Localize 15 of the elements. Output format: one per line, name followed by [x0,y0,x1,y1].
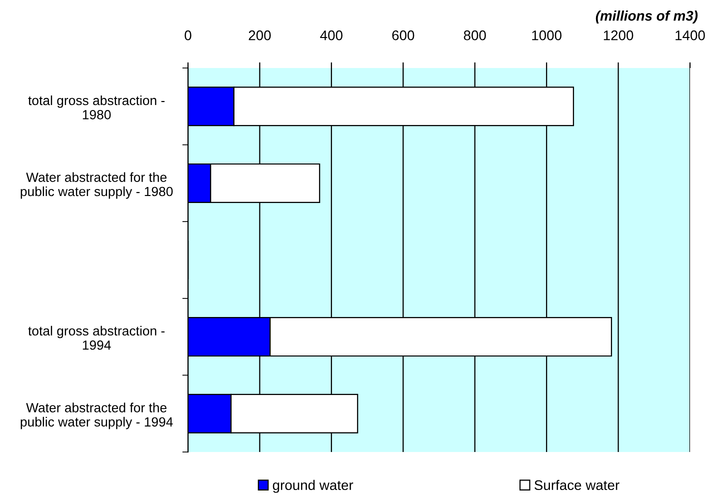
x-tick-label: 800 [464,30,486,40]
x-tick-label: 1000 [532,30,562,40]
y-tick-label: Water abstracted for the public water supply - 1980 [20,172,173,199]
x-tick-label: 200 [248,30,271,40]
x-tick-label: 600 [392,30,414,40]
legend-label: Surface water [534,480,620,490]
x-tick-label: 1400 [676,30,705,40]
x-tick-label: 0 [184,30,192,40]
y-tick-label: Water abstracted for the public water supply - 1994 [20,402,173,430]
x-tick-label: 1200 [604,30,634,40]
x-tick-label: 400 [320,30,342,40]
x-axis-title: (millions of m3) [596,10,698,24]
legend-label: ground water [272,480,354,493]
y-tick-label: total gross abstraction - 1994 [28,326,165,350]
y-tick-label: total gross abstraction - 1980 [28,95,165,120]
